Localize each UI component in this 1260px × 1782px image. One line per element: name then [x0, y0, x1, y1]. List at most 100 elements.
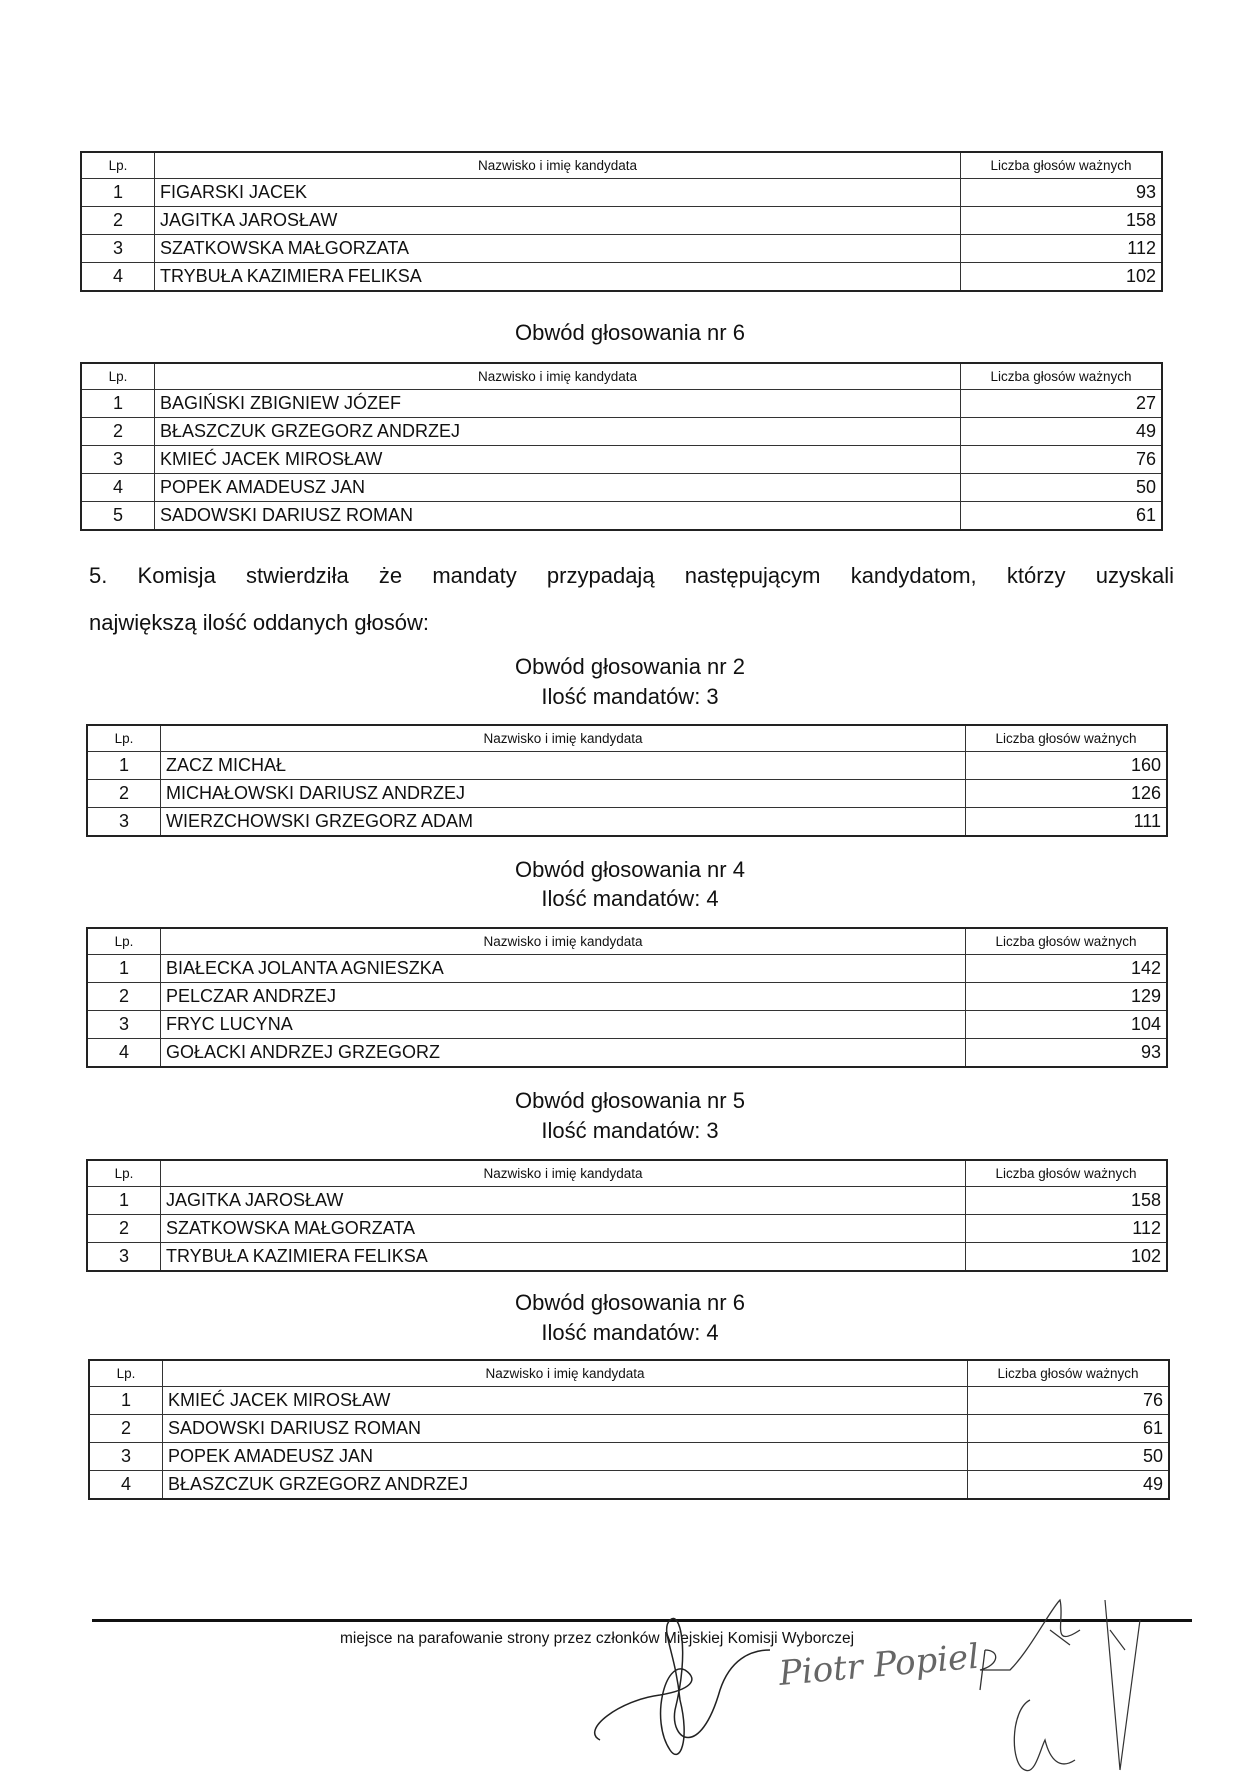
header-name: Nazwisko i imię kandydata — [154, 151, 961, 179]
table-row: 1 BAGIŃSKI ZBIGNIEW JÓZEF 27 — [80, 389, 1163, 418]
results-table-1: Lp. Nazwisko i imię kandydata Liczba głosó… — [80, 151, 1163, 292]
table-header-row: Lp. Nazwisko i imię kandydata Liczba głosó… — [86, 1159, 1168, 1187]
table-row: 1 FIGARSKI JACEK 93 — [80, 178, 1163, 207]
cell-lp: 2 — [86, 1214, 161, 1243]
cell-candidate-name: KMIEĆ JACEK MIROSŁAW — [154, 445, 961, 474]
cell-votes: 61 — [967, 1414, 1170, 1443]
header-lp: Lp. — [80, 151, 155, 179]
cell-votes: 50 — [960, 473, 1163, 502]
cell-candidate-name: BAGIŃSKI ZBIGNIEW JÓZEF — [154, 389, 961, 418]
cell-lp: 3 — [80, 445, 155, 474]
cell-votes: 111 — [965, 807, 1168, 837]
cell-candidate-name: BŁASZCZUK GRZEGORZ ANDRZEJ — [162, 1470, 968, 1500]
signature-2: Piotr Popiel — [776, 1637, 980, 1694]
cell-candidate-name: SZATKOWSKA MAŁGORZATA — [154, 234, 961, 263]
signature-5 — [1013, 1699, 1076, 1772]
table-row: 2 JAGITKA JAROSŁAW 158 — [80, 206, 1163, 235]
table-row: 3 KMIEĆ JACEK MIROSŁAW 76 — [80, 445, 1163, 474]
header-votes: Liczba głosów ważnych — [965, 927, 1168, 955]
cell-candidate-name: ZACZ MICHAŁ — [160, 751, 966, 780]
table-row: 4 TRYBUŁA KAZIMIERA FELIKSA 102 — [80, 262, 1163, 292]
cell-candidate-name: SZATKOWSKA MAŁGORZATA — [160, 1214, 966, 1243]
table-row: 1 KMIEĆ JACEK MIROSŁAW 76 — [88, 1386, 1170, 1415]
table-row: 4 BŁASZCZUK GRZEGORZ ANDRZEJ 49 — [88, 1470, 1170, 1500]
cell-lp: 1 — [86, 954, 161, 983]
cell-candidate-name: SADOWSKI DARIUSZ ROMAN — [154, 501, 961, 531]
header-lp: Lp. — [80, 362, 155, 390]
table-row: 5 SADOWSKI DARIUSZ ROMAN 61 — [80, 501, 1163, 531]
cell-lp: 3 — [88, 1442, 163, 1471]
cell-lp: 2 — [88, 1414, 163, 1443]
header-lp: Lp. — [86, 927, 161, 955]
results-table-6: Lp. Nazwisko i imię kandydata Liczba głosó… — [88, 1359, 1170, 1500]
cell-candidate-name: KMIEĆ JACEK MIROSŁAW — [162, 1386, 968, 1415]
cell-candidate-name: BIAŁECKA JOLANTA AGNIESZKA — [160, 954, 966, 983]
table-row: 3 WIERZCHOWSKI GRZEGORZ ADAM 111 — [86, 807, 1168, 837]
cell-votes: 93 — [965, 1038, 1168, 1068]
cell-lp: 2 — [80, 417, 155, 446]
results-table-2: Lp. Nazwisko i imię kandydata Liczba głosó… — [80, 362, 1163, 531]
header-name: Nazwisko i imię kandydata — [162, 1359, 968, 1387]
table-header-row: Lp. Nazwisko i imię kandydata Liczba głosó… — [86, 927, 1168, 955]
footer-divider — [92, 1619, 1192, 1622]
cell-votes: 27 — [960, 389, 1163, 418]
cell-candidate-name: BŁASZCZUK GRZEGORZ ANDRZEJ — [154, 417, 961, 446]
cell-votes: 102 — [965, 1242, 1168, 1272]
header-votes: Liczba głosów ważnych — [965, 1159, 1168, 1187]
cell-candidate-name: POPEK AMADEUSZ JAN — [162, 1442, 968, 1471]
table-row: 1 BIAŁECKA JOLANTA AGNIESZKA 142 — [86, 954, 1168, 983]
signature-4 — [1104, 1599, 1141, 1771]
cell-candidate-name: FIGARSKI JACEK — [154, 178, 961, 207]
header-lp: Lp. — [88, 1359, 163, 1387]
table-row: 3 TRYBUŁA KAZIMIERA FELIKSA 102 — [86, 1242, 1168, 1272]
cell-lp: 3 — [80, 234, 155, 263]
cell-votes: 61 — [960, 501, 1163, 531]
section-title-1: Obwód głosowania nr 6 — [515, 320, 745, 345]
header-votes: Liczba głosów ważnych — [960, 362, 1163, 390]
header-votes: Liczba głosów ważnych — [960, 151, 1163, 179]
table-row: 2 SADOWSKI DARIUSZ ROMAN 61 — [88, 1414, 1170, 1443]
cell-votes: 126 — [965, 779, 1168, 808]
table-row: 2 BŁASZCZUK GRZEGORZ ANDRZEJ 49 — [80, 417, 1163, 446]
header-name: Nazwisko i imię kandydata — [160, 927, 966, 955]
cell-lp: 4 — [80, 262, 155, 292]
table-header-row: Lp. Nazwisko i imię kandydata Liczba głosó… — [80, 151, 1163, 179]
table-row: 1 JAGITKA JAROSŁAW 158 — [86, 1186, 1168, 1215]
header-name: Nazwisko i imię kandydata — [160, 724, 966, 752]
table-row: 3 SZATKOWSKA MAŁGORZATA 112 — [80, 234, 1163, 263]
signature-1 — [593, 1617, 771, 1756]
section-subtitle-3: Ilość mandatów: 4 — [541, 886, 719, 911]
cell-candidate-name: POPEK AMADEUSZ JAN — [154, 473, 961, 502]
table-header-row: Lp. Nazwisko i imię kandydata Liczba głosó… — [86, 724, 1168, 752]
cell-candidate-name: WIERZCHOWSKI GRZEGORZ ADAM — [160, 807, 966, 837]
cell-lp: 3 — [86, 1010, 161, 1039]
header-name: Nazwisko i imię kandydata — [154, 362, 961, 390]
cell-lp: 1 — [86, 751, 161, 780]
header-votes: Liczba głosów ważnych — [965, 724, 1168, 752]
cell-votes: 102 — [960, 262, 1163, 292]
signatures: Piotr Popiel — [593, 1598, 1141, 1772]
paragraph-line-1: 5. Komisja stwierdziła że mandaty przypa… — [89, 563, 1174, 588]
table-header-row: Lp. Nazwisko i imię kandydata Liczba głosó… — [88, 1359, 1170, 1387]
results-table-3: Lp. Nazwisko i imię kandydata Liczba głosó… — [86, 724, 1168, 837]
header-votes: Liczba głosów ważnych — [967, 1359, 1170, 1387]
cell-votes: 49 — [960, 417, 1163, 446]
paragraph-5: 5. Komisja stwierdziła że mandaty przypa… — [89, 552, 1174, 646]
cell-candidate-name: PELCZAR ANDRZEJ — [160, 982, 966, 1011]
cell-candidate-name: TRYBUŁA KAZIMIERA FELIKSA — [160, 1242, 966, 1272]
table-row: 1 ZACZ MICHAŁ 160 — [86, 751, 1168, 780]
cell-lp: 3 — [86, 807, 161, 837]
cell-lp: 1 — [80, 178, 155, 207]
cell-votes: 158 — [960, 206, 1163, 235]
table-row: 2 PELCZAR ANDRZEJ 129 — [86, 982, 1168, 1011]
cell-votes: 49 — [967, 1470, 1170, 1500]
cell-votes: 112 — [960, 234, 1163, 263]
cell-candidate-name: MICHAŁOWSKI DARIUSZ ANDRZEJ — [160, 779, 966, 808]
section-title-4: Obwód głosowania nr 5 — [515, 1088, 745, 1113]
cell-lp: 4 — [80, 473, 155, 502]
table-row: 4 GOŁACKI ANDRZEJ GRZEGORZ 93 — [86, 1038, 1168, 1068]
cell-lp: 4 — [86, 1038, 161, 1068]
footer-text: miejsce na parafowanie strony przez czło… — [340, 1630, 855, 1647]
header-lp: Lp. — [86, 1159, 161, 1187]
table-row: 2 MICHAŁOWSKI DARIUSZ ANDRZEJ 126 — [86, 779, 1168, 808]
